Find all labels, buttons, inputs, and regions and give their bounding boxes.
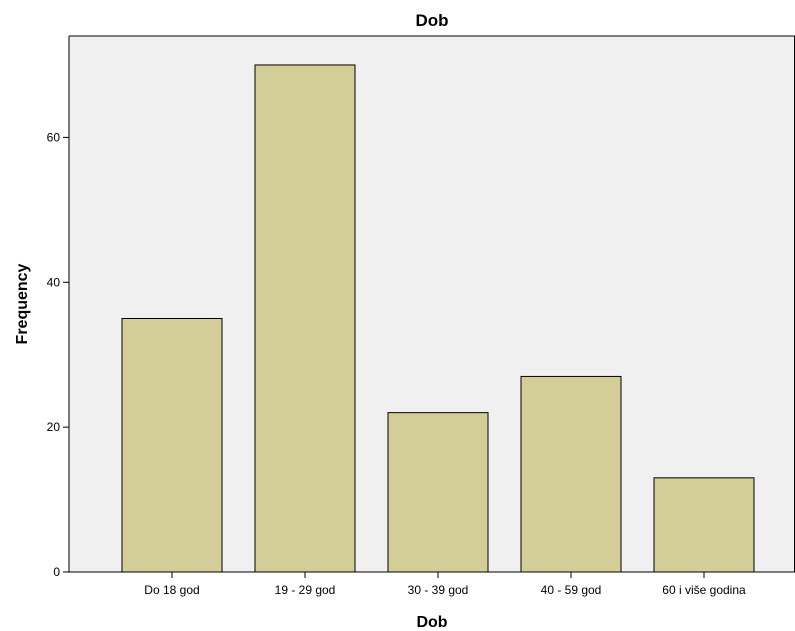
- bar: [520, 375, 622, 573]
- x-tick-label: 30 - 39 god: [408, 583, 469, 597]
- bar: [254, 64, 356, 573]
- chart-title: Dob: [415, 11, 448, 30]
- bars-group: [121, 64, 755, 573]
- x-axis: Do 18 god 19 - 29 god 30 - 39 god 40 - 59 g…: [69, 571, 795, 597]
- y-tick-label: 60: [47, 130, 61, 144]
- x-tick-label: 40 - 59 god: [541, 583, 602, 597]
- y-axis-title: Frequency: [14, 263, 31, 344]
- y-tick-label: 20: [47, 420, 61, 434]
- bar: [121, 317, 223, 573]
- x-axis-title: Dob: [416, 614, 447, 631]
- bar: [387, 412, 489, 573]
- y-tick-label: 40: [47, 275, 61, 289]
- x-tick-label: 19 - 29 god: [275, 583, 336, 597]
- x-tick-label: Do 18 god: [144, 583, 199, 597]
- bar: [653, 477, 755, 573]
- x-tick-label: 60 i više godina: [662, 583, 746, 597]
- y-tick-label: 0: [53, 565, 60, 579]
